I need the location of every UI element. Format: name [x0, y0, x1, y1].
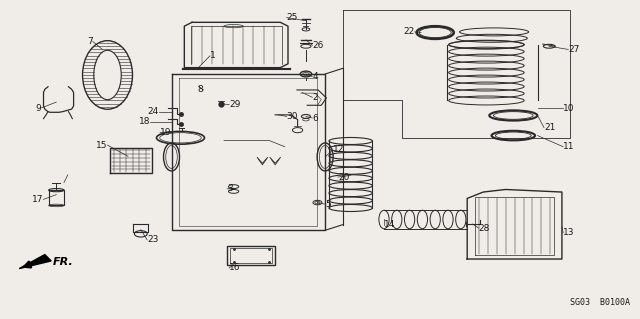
- Bar: [49, 190, 64, 205]
- Text: 21: 21: [544, 123, 556, 132]
- Text: 27: 27: [568, 45, 580, 54]
- Text: 16: 16: [229, 263, 241, 272]
- Text: FR.: FR.: [52, 257, 73, 267]
- Text: 6: 6: [312, 114, 318, 122]
- Text: 18: 18: [139, 117, 150, 126]
- Text: 9: 9: [36, 104, 42, 113]
- Text: 3: 3: [227, 184, 233, 193]
- Text: 4: 4: [312, 72, 318, 81]
- Text: 12: 12: [333, 145, 344, 154]
- Bar: [227, 246, 275, 265]
- Text: 5: 5: [325, 200, 331, 209]
- Polygon shape: [19, 255, 51, 269]
- Text: 23: 23: [147, 235, 159, 244]
- Text: 14: 14: [384, 220, 396, 229]
- Text: 24: 24: [147, 107, 159, 116]
- Text: 10: 10: [563, 104, 575, 113]
- Text: 7: 7: [87, 37, 93, 46]
- Text: 29: 29: [229, 100, 241, 109]
- Text: 19: 19: [160, 128, 172, 137]
- Text: 15: 15: [96, 141, 108, 150]
- Text: SG03  B0100A: SG03 B0100A: [570, 298, 630, 307]
- Bar: [230, 248, 272, 263]
- Text: 20: 20: [338, 173, 349, 182]
- Text: 1: 1: [210, 51, 216, 60]
- Text: 22: 22: [403, 27, 415, 36]
- Text: 25: 25: [287, 13, 298, 22]
- Text: 28: 28: [479, 224, 490, 233]
- Text: 30: 30: [287, 112, 298, 121]
- Text: 11: 11: [563, 142, 575, 151]
- Text: 8: 8: [198, 85, 204, 94]
- Text: 2: 2: [312, 93, 318, 102]
- Text: 13: 13: [563, 228, 575, 237]
- Text: 26: 26: [312, 41, 324, 50]
- Text: 17: 17: [32, 195, 44, 204]
